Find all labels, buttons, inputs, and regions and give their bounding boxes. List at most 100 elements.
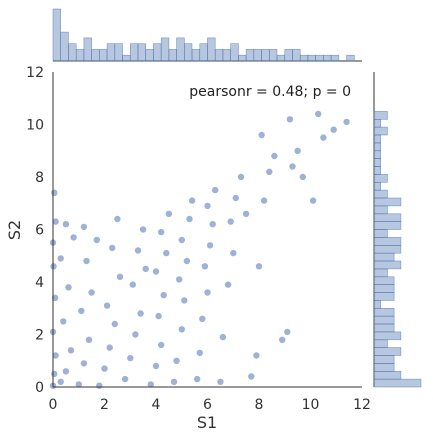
scatter-point (309, 197, 317, 204)
top-marginal-bars (52, 8, 355, 62)
scatter-point (103, 302, 111, 309)
top-histogram-bar (323, 54, 332, 62)
y-tick-labels: 0 2 4 6 8 10 12 (26, 65, 44, 396)
top-histogram-bar (130, 43, 139, 62)
scatter-point (183, 257, 191, 265)
scatter-point (315, 110, 322, 118)
scatter-point (139, 226, 147, 233)
top-histogram-bar (75, 49, 85, 62)
scatter-point (158, 228, 165, 236)
top-histogram-bar (284, 49, 293, 62)
scatter-point (85, 336, 93, 343)
top-histogram-bar (245, 49, 255, 62)
top-histogram-bar (114, 43, 123, 62)
scatter-point (258, 131, 265, 139)
scatter-point (289, 163, 296, 170)
right-histogram-bar (373, 158, 381, 167)
top-histogram-bar (83, 37, 92, 62)
x-tick-label: 12 (353, 397, 371, 413)
scatter-point (67, 347, 75, 354)
x-tick-label: 4 (152, 397, 161, 413)
scatter-point (96, 382, 103, 389)
scatter-point (255, 263, 263, 270)
scatter-point (217, 378, 224, 385)
scatter-point (330, 126, 337, 133)
scatter-point (88, 289, 95, 296)
top-histogram-bar (160, 37, 170, 62)
scatter-point (224, 281, 232, 288)
top-histogram-bar (91, 49, 100, 62)
y-tick-label: 4 (35, 275, 44, 291)
scatter-point (106, 344, 113, 351)
scatter-point (62, 368, 70, 375)
scatter-point (188, 197, 196, 204)
y-tick-label: 0 (35, 380, 44, 396)
scatter-point (286, 116, 294, 123)
scatter-point (206, 242, 214, 249)
right-histogram-bar (373, 111, 388, 120)
top-histogram-bar (276, 54, 285, 62)
scatter-point (62, 221, 70, 228)
right-histogram-bar (373, 142, 381, 152)
scatter-point (52, 218, 59, 225)
scatter-point (93, 236, 101, 244)
y-tick-label: 2 (35, 328, 44, 344)
scatter-point (158, 341, 165, 349)
scatter-point (80, 360, 88, 367)
right-histogram-bar (373, 323, 395, 333)
scatter-point (51, 189, 58, 196)
scatter-point (173, 357, 180, 364)
x-tick-label: 6 (203, 397, 212, 413)
scatter-point (127, 354, 134, 362)
top-histogram-bar (60, 31, 69, 62)
scatter-point (279, 336, 286, 343)
y-axis-label: S2 (5, 220, 24, 240)
top-histogram-bar (52, 8, 61, 62)
scatter-point (152, 362, 160, 370)
scatter-point (52, 352, 59, 359)
scatter-point (137, 310, 144, 317)
scatter-point (57, 378, 64, 385)
x-tick-label: 10 (302, 397, 320, 413)
top-histogram-bar (184, 43, 193, 62)
top-marginal-histogram (52, 8, 362, 62)
x-tick-label: 0 (49, 397, 58, 413)
scatter-point (196, 349, 203, 357)
scatter-point (248, 373, 255, 380)
x-tick-labels: 0 2 4 6 8 10 12 (49, 397, 371, 413)
scatter-point (65, 284, 72, 291)
scatter-point (230, 249, 237, 257)
top-histogram-bar (330, 54, 340, 62)
scatter-point (260, 197, 268, 204)
scatter-point (155, 312, 162, 320)
scatter-point (121, 375, 129, 383)
right-histogram-bar (373, 315, 395, 325)
top-histogram-bar (292, 49, 301, 62)
right-histogram-bar (373, 134, 381, 144)
scatter-point (142, 265, 149, 273)
scatter-point (266, 168, 273, 175)
right-histogram-bar (373, 307, 395, 317)
top-histogram-bar (207, 37, 216, 62)
scatter-point (160, 291, 167, 299)
top-histogram-bar (238, 54, 247, 62)
scatter-point (51, 370, 58, 378)
top-histogram-bar (307, 54, 316, 62)
right-histogram-bar (373, 197, 402, 207)
scatter-point (132, 331, 139, 338)
scatter-point (176, 276, 183, 283)
scatter-point (109, 244, 116, 252)
scatter-point (194, 375, 201, 383)
right-histogram-bar (373, 363, 395, 372)
right-marginal-bars (373, 111, 422, 388)
right-histogram-bar (373, 347, 402, 356)
scatter-point (320, 134, 327, 141)
right-histogram-bar (373, 300, 381, 309)
scatter-point (57, 255, 64, 262)
top-histogram-bar (145, 49, 154, 62)
scatter-point (204, 202, 211, 210)
scatter-point (134, 247, 142, 254)
top-histogram-bar (315, 54, 324, 62)
scatter-point (165, 210, 173, 217)
